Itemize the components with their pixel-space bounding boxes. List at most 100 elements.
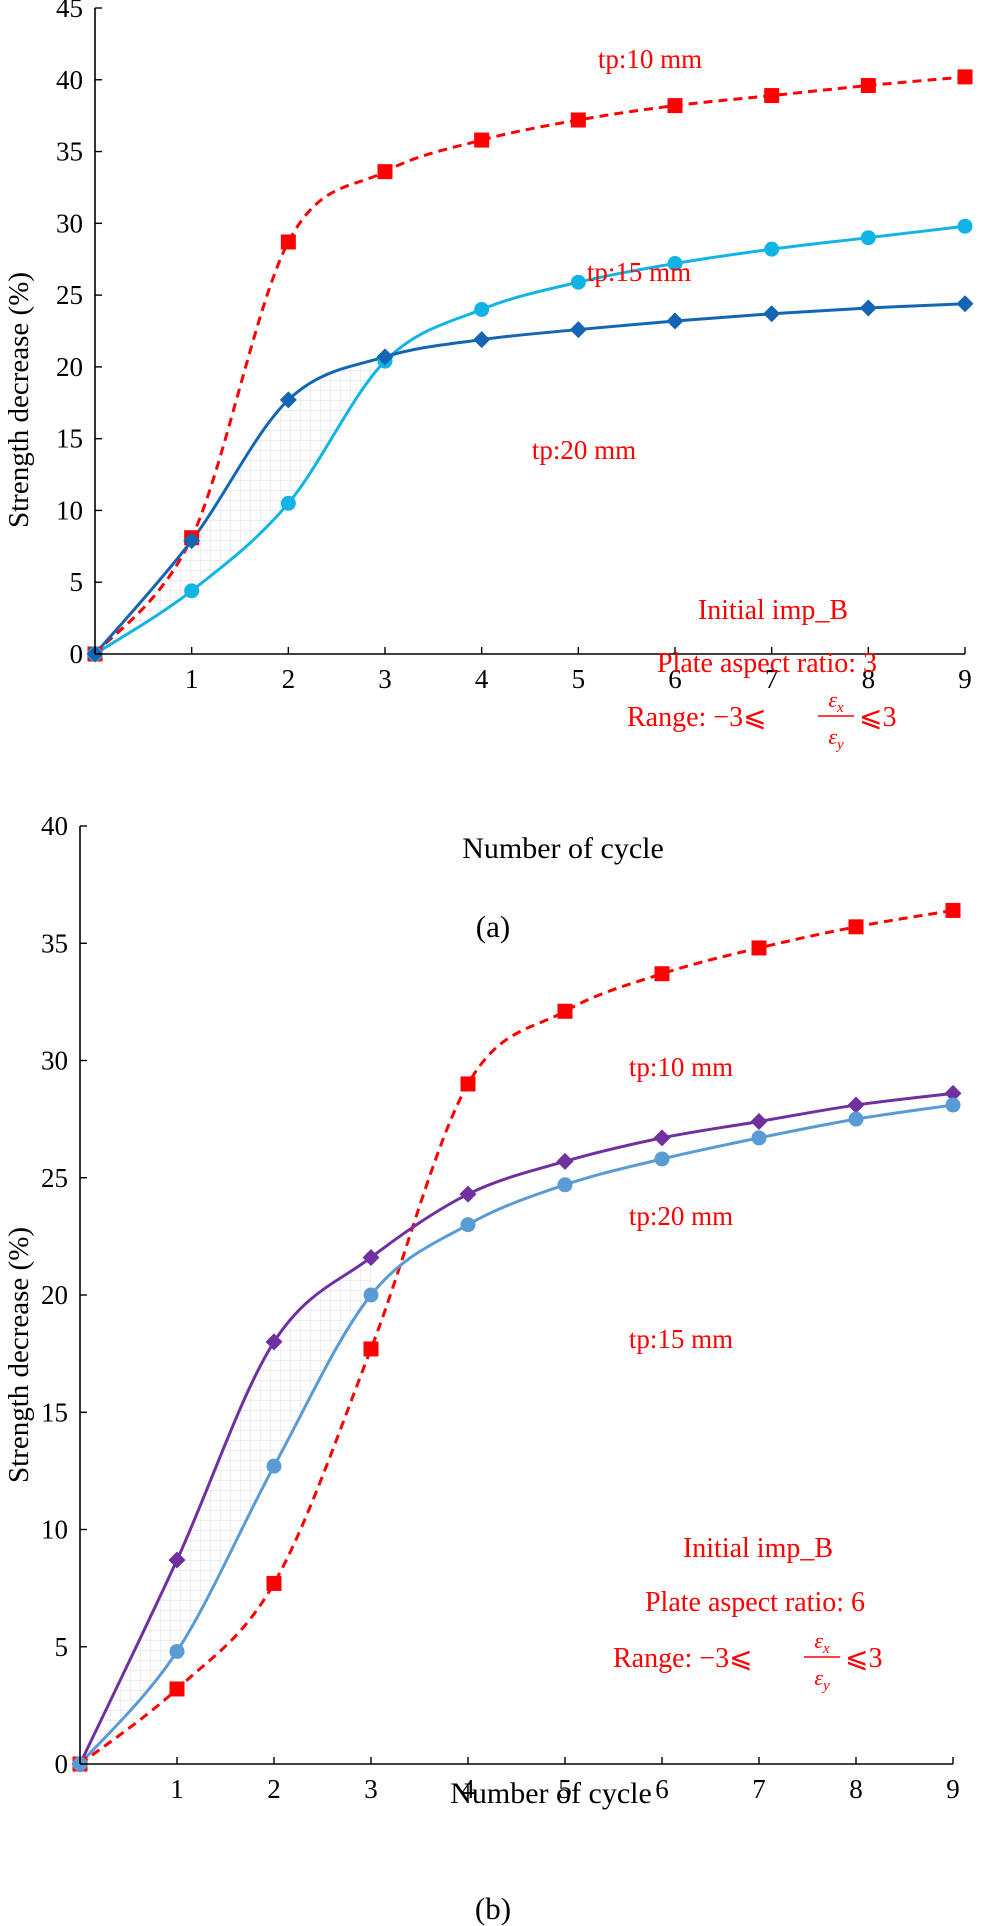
panel-label-b: (b) <box>475 1891 511 1926</box>
data-point-diamond <box>265 1333 283 1351</box>
data-point-square <box>169 1681 185 1697</box>
x-tick-label: 3 <box>378 664 392 694</box>
range-denominator: εy <box>814 1665 830 1694</box>
y-tick-label: 10 <box>56 495 83 525</box>
data-point-diamond <box>859 299 877 317</box>
range-prefix: Range: −3⩽ <box>613 1643 753 1674</box>
x-tick-label: 5 <box>558 1774 572 1804</box>
range-suffix: ⩽3 <box>845 1643 882 1674</box>
data-point-square <box>266 1575 282 1591</box>
data-point-circle <box>570 274 586 290</box>
data-point-circle <box>474 301 490 317</box>
range-numerator: εx <box>814 1628 830 1657</box>
range-suffix: ⩽3 <box>859 702 896 733</box>
y-tick-label: 40 <box>41 811 68 841</box>
data-point-circle <box>169 1643 185 1659</box>
y-tick-label: 35 <box>56 137 83 167</box>
x-axis-label: Number of cycle <box>462 832 664 865</box>
x-tick-label: 4 <box>475 664 489 694</box>
y-tick-label: 5 <box>70 567 84 597</box>
x-tick-label: 1 <box>170 1774 184 1804</box>
series-label-tp20: tp:20 mm <box>532 435 636 465</box>
x-tick-label: 9 <box>958 664 972 694</box>
range-denominator-sub: y <box>835 737 844 753</box>
data-point-square <box>557 1003 573 1019</box>
data-point-square <box>945 902 961 918</box>
y-tick-label: 35 <box>41 928 68 958</box>
y-tick-label: 40 <box>56 65 83 95</box>
x-tick-label: 6 <box>655 1774 669 1804</box>
data-point-circle <box>764 241 780 257</box>
range-numerator: εx <box>828 687 844 716</box>
y-tick-label: 15 <box>56 424 83 454</box>
x-tick-label: 8 <box>849 1774 863 1804</box>
data-point-square <box>654 966 670 982</box>
x-tick-label: 1 <box>185 664 199 694</box>
data-point-square <box>667 98 683 114</box>
data-point-diamond <box>763 305 781 323</box>
data-point-square <box>474 132 490 148</box>
data-point-circle <box>460 1217 476 1233</box>
y-tick-label: 45 <box>56 0 83 23</box>
data-point-diamond <box>362 1248 380 1266</box>
data-point-diamond <box>653 1129 671 1147</box>
data-point-circle <box>363 1287 379 1303</box>
y-tick-label: 0 <box>70 639 84 669</box>
chart-panel-b: 0 5 10 15 20 25 30 35 40 1 2 3 4 5 6 7 8 9 Number of cycl… <box>3 811 962 1926</box>
data-point-diamond <box>168 1551 186 1569</box>
data-point-circle <box>957 218 973 234</box>
panel-label-a: (a) <box>476 909 510 944</box>
data-point-square <box>460 1076 476 1092</box>
x-tick-label: 2 <box>267 1774 281 1804</box>
data-point-circle <box>667 256 683 272</box>
data-point-square <box>764 88 780 104</box>
data-point-square <box>280 234 296 250</box>
y-tick-label: 10 <box>41 1515 68 1545</box>
y-axis-label: Strength decrease (%) <box>3 272 35 528</box>
data-point-diamond <box>666 312 684 330</box>
y-tick-label: 0 <box>55 1749 69 1779</box>
y-tick-label: 5 <box>55 1632 69 1662</box>
data-point-square <box>957 69 973 85</box>
data-point-circle <box>848 1111 864 1127</box>
data-point-diamond <box>183 532 201 550</box>
data-point-circle <box>184 583 200 599</box>
annotation-aspect-ratio: Plate aspect ratio: 6 <box>645 1587 865 1618</box>
annotation-range: Range: −3⩽ εx εy ⩽3 <box>613 1628 882 1694</box>
data-point-circle <box>654 1151 670 1167</box>
data-point-square <box>848 919 864 935</box>
hatched-region <box>95 356 385 654</box>
series-line-tp15mm <box>94 224 966 656</box>
data-point-diamond <box>944 1084 962 1102</box>
annotation-aspect-ratio: Plate aspect ratio: 3 <box>657 648 877 679</box>
annotation-initial-imp: Initial imp_B <box>683 1533 833 1564</box>
y-tick-label: 25 <box>41 1163 68 1193</box>
data-point-square <box>363 1341 379 1357</box>
x-axis-label: Number of cycle <box>450 1777 652 1810</box>
data-point-circle <box>945 1097 961 1113</box>
data-point-diamond <box>750 1112 768 1130</box>
series-label-tp10: tp:10 mm <box>598 44 702 74</box>
x-tick-label: 7 <box>765 664 779 694</box>
range-numerator-symbol: ε <box>814 1628 823 1653</box>
data-point-circle <box>751 1130 767 1146</box>
data-point-diamond <box>459 1185 477 1203</box>
y-tick-label: 20 <box>41 1280 68 1310</box>
x-tick-label: 8 <box>862 664 876 694</box>
x-tick-label: 5 <box>572 664 586 694</box>
x-tick-label: 4 <box>461 1774 475 1804</box>
data-point-diamond <box>956 295 974 313</box>
range-numerator-sub: x <box>836 700 844 716</box>
range-denominator-symbol: ε <box>828 724 837 749</box>
x-tick-label: 9 <box>946 1774 960 1804</box>
data-point-square <box>860 78 876 94</box>
x-tick-label: 7 <box>752 1774 766 1804</box>
data-point-circle <box>860 230 876 246</box>
range-numerator-sub: x <box>822 1641 830 1657</box>
y-tick-label: 30 <box>41 1046 68 1076</box>
x-tick-label: 3 <box>364 1774 378 1804</box>
data-point-diamond <box>376 348 394 366</box>
range-numerator-symbol: ε <box>828 687 837 712</box>
